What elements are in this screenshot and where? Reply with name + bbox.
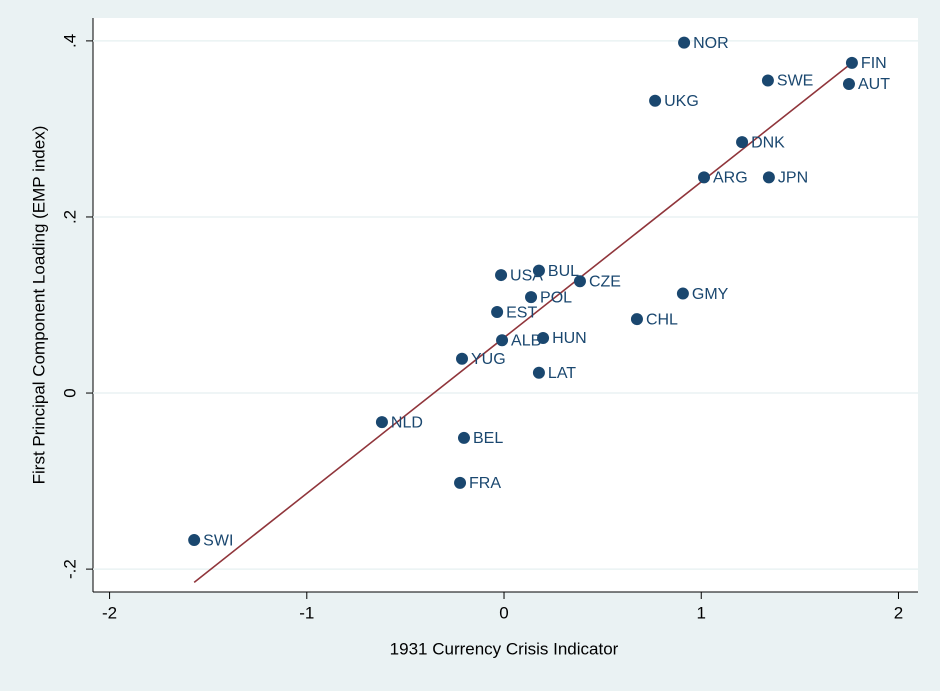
point-label: GMY	[692, 286, 729, 303]
point-label: NLD	[391, 414, 423, 431]
x-axis-title: 1931 Currency Crisis Indicator	[390, 639, 619, 658]
y-tick-label: 0	[60, 388, 79, 397]
point-label: CHL	[646, 311, 678, 328]
point-label: ALB	[511, 332, 541, 349]
point-label: DNK	[751, 134, 785, 151]
y-axis-title: First Principal Component Loading (EMP i…	[29, 126, 48, 485]
point	[375, 416, 388, 429]
point-label: FRA	[469, 475, 501, 492]
point-label: BEL	[473, 430, 503, 447]
fit-line	[193, 62, 853, 583]
y-tick-label: -.2	[60, 559, 79, 579]
point	[525, 291, 538, 304]
point-label: SWE	[777, 73, 813, 90]
point-label: YUG	[471, 351, 506, 368]
point-label: FIN	[861, 55, 887, 72]
point	[532, 366, 545, 379]
point-label: CZE	[589, 273, 621, 290]
point	[649, 94, 662, 107]
point	[842, 78, 855, 91]
point	[456, 352, 469, 365]
point	[573, 275, 586, 288]
point-label: HUN	[552, 330, 587, 347]
point	[762, 171, 775, 184]
point	[630, 313, 643, 326]
point-label: BUL	[548, 263, 579, 280]
point-label: AUT	[858, 76, 890, 93]
point	[491, 306, 504, 319]
point	[537, 332, 550, 345]
point	[496, 334, 509, 347]
plot-area	[93, 18, 918, 592]
point-label: LAT	[548, 365, 576, 382]
x-tick-label: 1	[697, 603, 706, 622]
point	[845, 56, 858, 69]
point-label: POL	[540, 289, 572, 306]
point	[736, 136, 749, 149]
point	[532, 264, 545, 277]
point	[188, 534, 201, 547]
point-label: UKG	[664, 93, 699, 110]
x-tick-label: -1	[299, 603, 314, 622]
point	[495, 269, 508, 282]
point-label: NOR	[693, 35, 729, 52]
point-label: USA	[510, 267, 543, 284]
point-label: JPN	[778, 170, 808, 187]
point	[676, 287, 689, 300]
x-tick-label: 0	[499, 603, 508, 622]
x-tick-label: 2	[894, 603, 903, 622]
point-label: SWI	[203, 532, 233, 549]
y-tick-label: .2	[60, 210, 79, 224]
y-tick-label: .4	[60, 34, 79, 48]
point	[678, 36, 691, 49]
point	[457, 431, 470, 444]
point-label: EST	[506, 304, 537, 321]
point	[454, 476, 467, 489]
point	[698, 171, 711, 184]
point-label: ARG	[713, 170, 748, 187]
x-tick-label: -2	[102, 603, 117, 622]
point	[761, 74, 774, 87]
